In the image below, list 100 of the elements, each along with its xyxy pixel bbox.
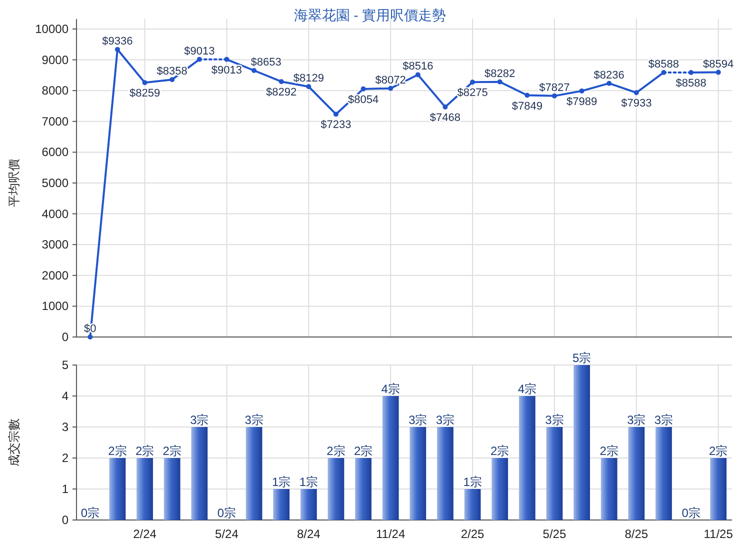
y-axis-title: 成交宗數	[7, 418, 21, 466]
data-label: 1宗	[272, 475, 291, 489]
bar	[328, 458, 344, 520]
x-tick-label: 2/25	[460, 527, 485, 541]
bar	[518, 396, 536, 520]
data-label: 3宗	[436, 413, 455, 427]
data-label: 2宗	[490, 444, 510, 458]
data-label: $8594	[703, 58, 734, 70]
x-tick-label: 5/24	[215, 527, 239, 541]
y-tick-label: 9000	[42, 52, 69, 67]
y-tick-label: 1000	[42, 299, 69, 314]
data-label: 2宗	[354, 444, 373, 458]
y-tick-label: 0	[62, 330, 69, 344]
point	[470, 80, 476, 85]
y-tick-label: 4000	[42, 206, 69, 221]
data-label: 1宗	[463, 475, 482, 489]
data-label: $8236	[594, 69, 624, 82]
point	[442, 104, 448, 110]
point	[388, 86, 394, 91]
point	[88, 334, 93, 340]
bar	[437, 427, 454, 520]
chart-title: 海翠花園 - 實用呎價走勢	[294, 7, 446, 23]
data-label: 3宗	[190, 413, 209, 427]
data-label: $8259	[129, 88, 160, 100]
bar	[246, 427, 262, 520]
bar	[164, 458, 180, 520]
y-tick-label: 8000	[42, 84, 69, 98]
x-tick-label: 8/24	[296, 527, 321, 541]
bar	[464, 489, 481, 520]
data-label: 3宗	[244, 413, 264, 427]
data-label: $8292	[266, 86, 297, 99]
data-label: $9013	[211, 64, 242, 76]
bar	[191, 427, 208, 520]
point	[278, 79, 284, 84]
bar	[710, 458, 727, 520]
data-label: $7233	[320, 119, 352, 132]
data-label: 2宗	[709, 444, 728, 458]
y-tick-label: 3000	[42, 238, 69, 252]
data-label: $7849	[512, 100, 542, 112]
data-label: 0宗	[217, 506, 236, 520]
data-label: $7933	[621, 98, 652, 110]
data-label: 5宗	[572, 351, 592, 365]
y-tick-label: 1	[62, 482, 69, 496]
y-tick-label: 5	[62, 358, 69, 372]
data-label: 0宗	[682, 506, 700, 520]
y-tick-label: 2000	[42, 268, 69, 282]
point	[306, 84, 312, 90]
y-tick-label: 7000	[42, 114, 69, 128]
data-label: $8282	[484, 68, 516, 80]
data-label: $7827	[539, 82, 570, 94]
data-label: 2宗	[326, 444, 346, 458]
bar	[273, 489, 290, 520]
data-label: 3宗	[408, 413, 428, 427]
point	[142, 80, 148, 86]
y-tick-label: 2	[62, 451, 69, 465]
x-tick-label: 5/25	[542, 527, 566, 541]
point	[552, 93, 557, 98]
bar	[574, 365, 590, 520]
data-label: 3宗	[627, 413, 646, 427]
bar	[546, 427, 563, 520]
point	[524, 92, 530, 98]
point	[716, 70, 721, 75]
data-label: 2宗	[135, 444, 154, 458]
data-label: $9336	[102, 35, 133, 48]
data-label: 2宗	[108, 444, 127, 458]
bar	[656, 427, 672, 520]
y-tick-label: 6000	[42, 145, 69, 160]
data-label: $7989	[566, 96, 598, 108]
data-label: 0宗	[80, 506, 100, 520]
y-tick-label: 4	[62, 389, 69, 403]
x-tick-label: 11/24	[376, 527, 406, 541]
y-tick-label: 0	[62, 513, 69, 527]
bar	[109, 458, 126, 520]
data-label: 4宗	[381, 382, 400, 396]
bar	[382, 396, 399, 520]
data-label: $7468	[430, 112, 461, 124]
point	[333, 112, 338, 117]
data-label: 4宗	[518, 382, 536, 396]
data-label: 3宗	[545, 413, 564, 427]
point	[360, 86, 366, 92]
point	[252, 68, 257, 73]
data-label: 2宗	[162, 444, 182, 458]
x-tick-label: 2/24	[133, 527, 157, 541]
y-axis-title: 平均呎價	[7, 159, 21, 207]
data-label: $8588	[676, 77, 706, 90]
y-tick-label: 10000	[35, 22, 69, 36]
point	[497, 79, 502, 84]
bar	[136, 458, 153, 520]
point	[114, 46, 120, 52]
point	[606, 80, 612, 86]
y-tick-label: 3	[62, 420, 69, 434]
data-label: $8072	[375, 74, 406, 86]
data-label: $8129	[293, 72, 324, 85]
data-label: $8588	[648, 58, 680, 70]
data-label: $8516	[402, 60, 434, 73]
point	[415, 72, 420, 78]
bar	[300, 489, 317, 520]
x-tick-label: 8/25	[624, 527, 648, 541]
y-tick-label: 5000	[42, 176, 69, 190]
point	[579, 88, 584, 94]
